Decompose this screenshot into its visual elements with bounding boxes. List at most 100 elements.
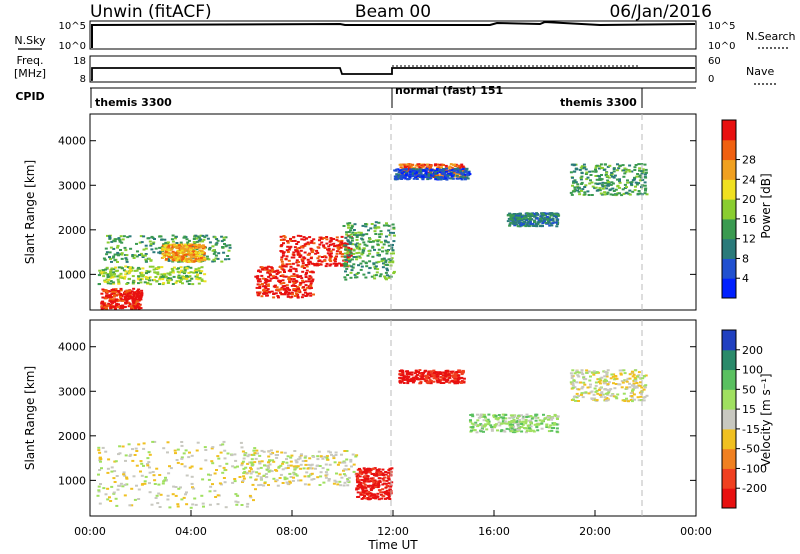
heatmap-cell [462,381,466,384]
heatmap-cell [249,466,252,469]
heatmap-cell [108,237,112,239]
heatmap-cell [622,192,626,195]
heatmap-cell [164,250,168,253]
heatmap-cell [571,176,574,179]
heatmap-cell [419,173,423,176]
heatmap-cell [332,482,336,485]
heatmap-cell [634,164,638,166]
heatmap-cell [408,165,412,168]
heatmap-cell [197,278,201,281]
heatmap-cell [384,259,388,262]
heatmap-cell [311,249,315,252]
heatmap-cell [268,469,272,472]
heatmap-cell [340,235,344,238]
heatmap-cell [508,224,512,227]
heatmap-cell [185,253,189,256]
heatmap-cell [222,239,226,241]
heatmap-cell [542,218,546,221]
heatmap-cell [222,466,226,469]
heatmap-cell [362,247,366,250]
heatmap-cell [223,243,226,245]
heatmap-cell [410,371,414,374]
heatmap-cell [638,391,642,394]
heatmap-cell [292,465,296,468]
heatmap-cell [425,377,429,380]
heatmap-cell [372,262,376,265]
heatmap-cell [241,450,245,453]
heatmap-cell [435,373,439,376]
heatmap-cell [123,295,127,298]
heatmap-cell [304,284,308,287]
heatmap-cell [544,221,548,224]
heatmap-cell [246,471,250,474]
heatmap-cell [361,224,365,227]
heatmap-cell [454,167,458,170]
heatmap-cell [112,492,116,495]
heatmap-cell [415,178,419,180]
heatmap-cell [350,227,354,229]
heatmap-cell [408,175,412,178]
heatmap-cell [412,170,416,173]
heatmap-cell [153,278,157,281]
heatmap-cell [283,478,287,481]
heatmap-cell [335,255,338,258]
heatmap-cell [161,247,165,250]
heatmap-cell [135,292,139,295]
heatmap-cell [113,294,117,297]
heatmap-cell [285,477,289,480]
heatmap-cell [179,486,182,489]
heatmap-cell [629,399,633,401]
heatmap-cell [138,241,142,244]
heatmap-cell [358,483,362,486]
heatmap-cell [484,423,488,426]
heatmap-cell [369,469,373,472]
heatmap-cell [111,256,115,259]
heatmap-cell [624,379,628,382]
heatmap-cell [209,474,212,477]
heatmap-cell [529,223,533,225]
colorbar-tick-label: 50 [742,383,756,396]
heatmap-cell [471,415,475,418]
heatmap-cell [637,190,641,192]
heatmap-cell [361,260,365,263]
heatmap-cell [333,260,337,263]
heatmap-cell [126,292,130,295]
heatmap-cell [262,474,266,477]
heatmap-cell [192,241,196,243]
heatmap-cell [127,272,131,275]
heatmap-cell [185,503,189,506]
heatmap-cell [347,226,351,229]
heatmap-cell [223,457,227,460]
heatmap-cell [204,449,208,451]
heatmap-cell [490,426,494,429]
heatmap-cell [116,251,120,254]
heatmap-cell [158,506,162,508]
heatmap-cell [365,493,369,496]
heatmap-cell [268,279,272,282]
heatmap-cell [355,242,359,245]
heatmap-cell [180,441,184,443]
heatmap-cell [107,279,111,281]
heatmap-cell [199,272,203,275]
heatmap-cell [233,466,237,469]
heatmap-cell [334,451,338,454]
heatmap-cell [400,172,404,175]
heatmap-cell [365,233,369,236]
heatmap-cell [295,280,299,283]
heatmap-cell [610,373,614,376]
heatmap-cell [530,215,534,217]
heatmap-cell [242,475,246,478]
heatmap-cell [384,471,388,473]
heatmap-cell [266,269,270,272]
heatmap-cell [175,246,179,249]
date-title: 06/Jan/2016 [609,2,712,22]
heatmap-cell [400,377,403,380]
heatmap-cell [196,441,200,444]
heatmap-cell [170,248,174,251]
heatmap-cell [331,248,335,251]
heatmap-cell [446,373,450,376]
heatmap-cell [178,250,182,253]
heatmap-cell [470,429,473,432]
heatmap-cell [475,431,479,434]
heatmap-cell [631,388,635,391]
